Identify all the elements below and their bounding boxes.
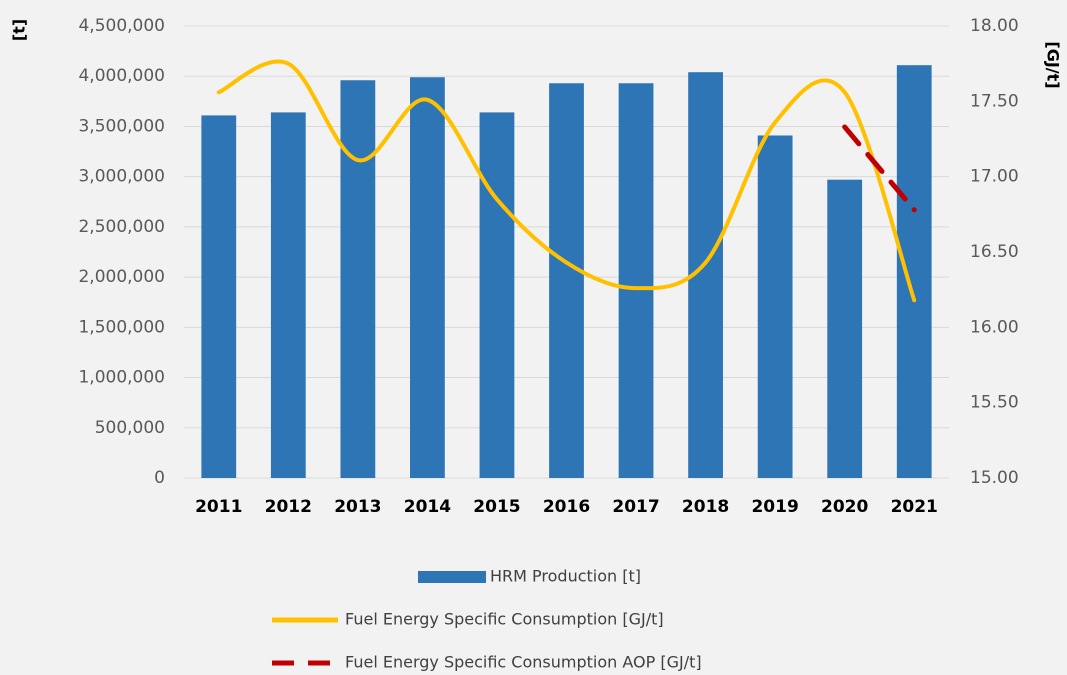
x-tick-label: 2020 — [821, 497, 868, 517]
y-tick-label: 4,500,000 — [78, 16, 165, 36]
y-tick-label: 1,500,000 — [78, 317, 165, 337]
x-tick-label: 2021 — [891, 497, 938, 517]
y-tick-label: 0 — [154, 468, 165, 488]
legend-label: HRM Production [t] — [490, 567, 641, 586]
y-tick-label: 1,000,000 — [78, 368, 165, 388]
y2-tick-label: 15.50 — [970, 393, 1019, 413]
x-tick-label: 2015 — [473, 497, 520, 517]
bar — [896, 65, 932, 478]
x-tick-label: 2016 — [543, 497, 590, 517]
y2-tick-label: 15.00 — [970, 468, 1019, 488]
x-tick-label: 2018 — [682, 497, 729, 517]
y-tick-label: 2,500,000 — [78, 217, 165, 237]
y-tick-label: 4,000,000 — [78, 66, 165, 86]
y-axis-label: [t] — [10, 19, 29, 41]
line — [216, 59, 917, 303]
y2-axis-label: [GJ/t] — [1044, 41, 1063, 88]
bar — [549, 83, 584, 479]
line — [842, 124, 917, 213]
legend-swatch — [418, 571, 486, 583]
bar — [270, 112, 306, 478]
bar — [340, 80, 376, 479]
y-tick-label: 2,000,000 — [78, 267, 165, 287]
y2-tick-label: 16.50 — [970, 242, 1019, 262]
x-tick-label: 2011 — [195, 497, 242, 517]
bar — [410, 77, 445, 478]
bar — [479, 112, 515, 478]
x-tick-label: 2012 — [265, 497, 312, 517]
legend-label: Fuel Energy Specific Consumption [GJ/t] — [345, 610, 664, 629]
x-tick-label: 2019 — [751, 497, 798, 517]
y2-tick-label: 17.50 — [970, 91, 1019, 111]
bar — [827, 179, 863, 478]
legend-label: Fuel Energy Specific Consumption AOP [GJ… — [345, 653, 702, 672]
y2-tick-label: 18.00 — [970, 16, 1019, 36]
bar — [201, 115, 237, 478]
bar — [618, 83, 654, 479]
y-tick-label: 3,000,000 — [78, 167, 165, 187]
y2-tick-label: 17.00 — [970, 167, 1019, 187]
y2-tick-label: 16.00 — [970, 317, 1019, 337]
y-tick-label: 500,000 — [95, 418, 165, 438]
x-tick-label: 2013 — [334, 497, 381, 517]
bar — [757, 135, 793, 479]
x-tick-label: 2017 — [612, 497, 659, 517]
y-tick-label: 3,500,000 — [78, 116, 165, 136]
x-tick-label: 2014 — [404, 497, 451, 517]
